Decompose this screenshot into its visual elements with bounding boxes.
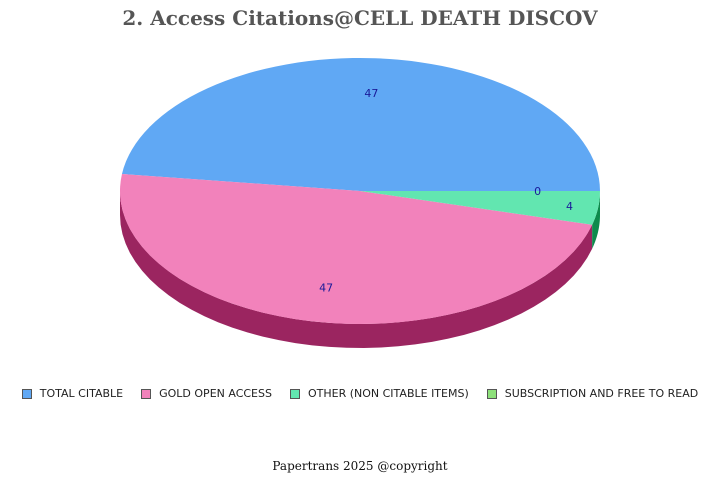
legend-item-gold-open-access[interactable]: GOLD OPEN ACCESS — [141, 387, 272, 400]
legend-label: TOTAL CITABLE — [39, 387, 124, 400]
data-label-total-citable: 47 — [364, 87, 378, 100]
legend-swatch — [21, 388, 32, 399]
legend-swatch — [486, 388, 497, 399]
pie-side-walls — [120, 191, 600, 348]
legend-item-subscription[interactable]: SUBSCRIPTION AND FREE TO READ — [486, 387, 699, 400]
chart-legend: TOTAL CITABLE GOLD OPEN ACCESS OTHER (NO… — [0, 387, 720, 400]
legend-label: GOLD OPEN ACCESS — [159, 387, 272, 400]
pie-slice-gold-open-access[interactable] — [119, 173, 593, 325]
footer-copyright: Papertrans 2025 @copyright — [272, 459, 448, 473]
data-label-subscription-and-free-to-read: 0 — [534, 185, 541, 198]
pie-side-other-non-citable-items- — [592, 191, 600, 249]
data-label-other-non-citable-items-: 4 — [566, 200, 573, 213]
legend-label: OTHER (NON CITABLE ITEMS) — [307, 387, 469, 400]
chart-title: 2. Access Citations@CELL DEATH DISCOV — [122, 6, 598, 30]
legend-item-other[interactable]: OTHER (NON CITABLE ITEMS) — [289, 387, 469, 400]
legend-item-total-citable[interactable]: TOTAL CITABLE — [21, 387, 124, 400]
pie-value-labels: 47 47 4 0 — [319, 87, 573, 295]
legend-label: SUBSCRIPTION AND FREE TO READ — [504, 387, 699, 400]
pie-slices — [119, 57, 600, 325]
pie-slice-total-citable[interactable] — [121, 57, 600, 191]
legend-swatch — [289, 388, 300, 399]
pie-side-gold-open-access — [120, 191, 593, 348]
pie-slice-other-non-citable-items-[interactable] — [360, 191, 600, 225]
data-label-gold-open-access: 47 — [319, 282, 333, 295]
legend-swatch — [141, 388, 152, 399]
